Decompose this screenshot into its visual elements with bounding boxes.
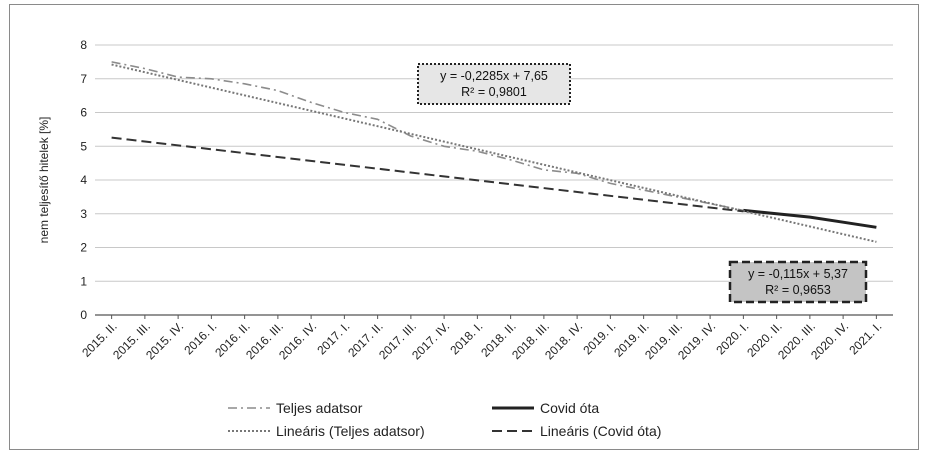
trendline-equation-box xyxy=(728,260,868,304)
trendline-r-squared: R² = 0,9653 xyxy=(765,283,831,297)
x-tick-label: 2016. IV. xyxy=(276,319,319,362)
legend-label: Lineáris (Teljes adatsor) xyxy=(276,423,425,439)
legend-label: Covid óta xyxy=(540,400,599,416)
x-tick-label: 2017. IV. xyxy=(409,319,452,362)
trendline-equation-box xyxy=(417,63,571,105)
legend-label: Teljes adatsor xyxy=(276,400,363,416)
series-line-2 xyxy=(111,63,877,243)
y-axis-label: nem teljesítő hitelek [%] xyxy=(37,117,51,244)
y-tick-label: 0 xyxy=(80,308,87,322)
x-tick-label: 2019. IV. xyxy=(675,319,718,362)
y-tick-label: 1 xyxy=(80,274,87,288)
trendline-equation: y = -0,115x + 5,37 xyxy=(748,267,848,281)
y-tick-label: 3 xyxy=(80,207,87,221)
series-line-1 xyxy=(743,208,877,229)
legend-label: Lineáris (Covid óta) xyxy=(540,423,661,439)
x-tick-label: 2021. I. xyxy=(846,319,884,357)
trendline-r-squared: R² = 0,9801 xyxy=(461,85,527,99)
x-tick-label: 2018. IV. xyxy=(542,319,585,362)
series-line-0 xyxy=(111,61,744,212)
trendline-equation: y = -0,2285x + 7,65 xyxy=(440,69,548,83)
y-tick-label: 5 xyxy=(80,139,87,153)
y-tick-label: 4 xyxy=(80,173,87,187)
y-tick-label: 6 xyxy=(80,106,87,120)
x-tick-label: 2015. IV. xyxy=(143,319,186,362)
y-tick-label: 8 xyxy=(80,38,87,52)
y-tick-label: 7 xyxy=(80,72,87,86)
series-line-3 xyxy=(111,136,744,213)
y-tick-label: 2 xyxy=(80,241,87,255)
x-tick-label: 2020. IV. xyxy=(808,319,851,362)
